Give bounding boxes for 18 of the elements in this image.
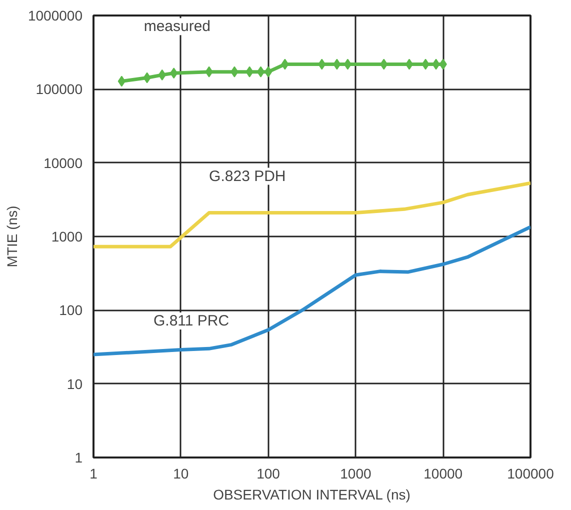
- text: measured: [144, 18, 211, 36]
- y-tick-label: 1: [74, 450, 83, 466]
- y-tick-label: 10: [66, 376, 83, 392]
- x-tick-label: 100: [256, 466, 280, 482]
- x-tick-label: 10000: [424, 466, 463, 482]
- y-tick-label: 100000: [36, 81, 83, 98]
- y-axis-title: MTIE (ns): [4, 206, 20, 268]
- y-tick-label: 10000: [44, 154, 83, 171]
- x-tick-label: 1: [90, 466, 98, 482]
- y-tick-label: 100: [59, 302, 83, 318]
- y-tick-label: 1000000: [28, 8, 83, 24]
- series-label: G.811 PRC: [154, 312, 230, 330]
- x-axis-title: OBSERVATION INTERVAL (ns): [213, 486, 410, 502]
- series-label: G.823 PDH: [209, 168, 286, 185]
- y-tick-label: 1000: [51, 228, 83, 244]
- x-tick-label: 100000: [507, 466, 554, 482]
- x-tick-label: 10: [173, 466, 189, 482]
- x-tick-label: 1000: [340, 466, 372, 482]
